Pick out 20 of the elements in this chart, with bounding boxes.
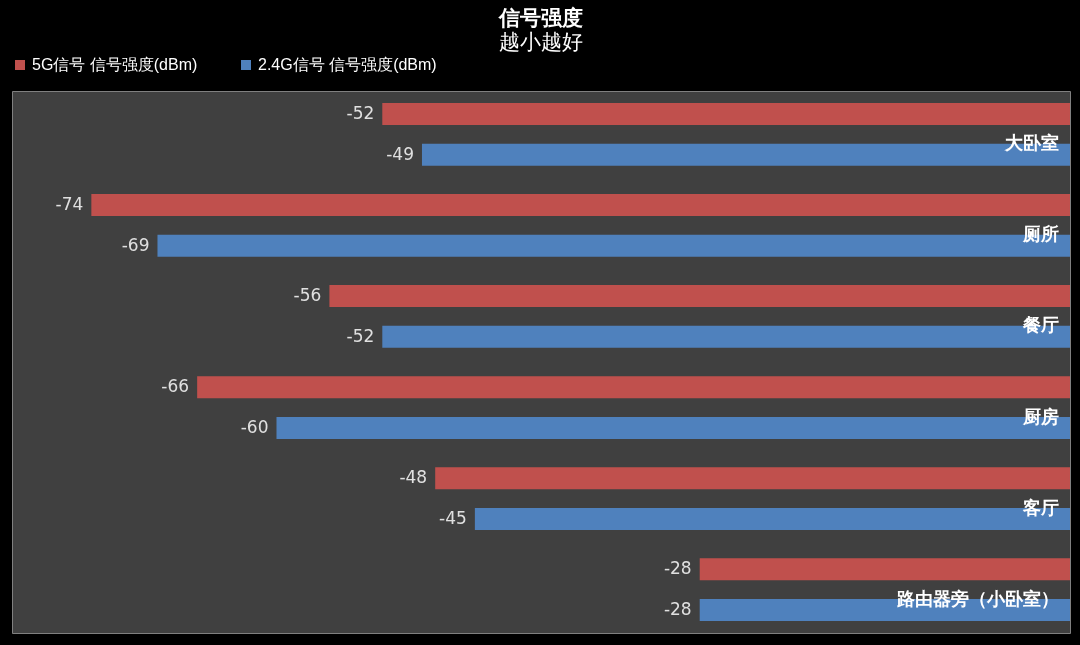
data-label: -60 (240, 416, 269, 437)
data-label: -69 (121, 234, 150, 255)
y-tick-label: 厕所 (1021, 223, 1059, 245)
data-label: -45 (439, 508, 467, 529)
data-label: -28 (663, 558, 692, 579)
y-tick-label: 大卧室 (1003, 132, 1059, 154)
data-label: -56 (293, 285, 322, 306)
data-label: -66 (161, 376, 190, 397)
y-tick-label: 餐厅 (1021, 314, 1059, 336)
data-label: -74 (55, 193, 84, 214)
data-label: -52 (346, 102, 375, 123)
y-tick-label: 路由器旁（小卧室） (895, 587, 1059, 609)
data-label: -48 (399, 467, 428, 488)
legend-label: 2.4G信号 信号强度(dBm) (258, 56, 437, 73)
chart-title: 信号强度 (498, 6, 583, 30)
chart-subtitle: 越小越好 (499, 30, 583, 54)
data-label: -28 (663, 599, 692, 620)
legend-label: 5G信号 信号强度(dBm) (32, 56, 198, 73)
data-label: -49 (386, 143, 414, 164)
data-label: -52 (346, 325, 375, 346)
